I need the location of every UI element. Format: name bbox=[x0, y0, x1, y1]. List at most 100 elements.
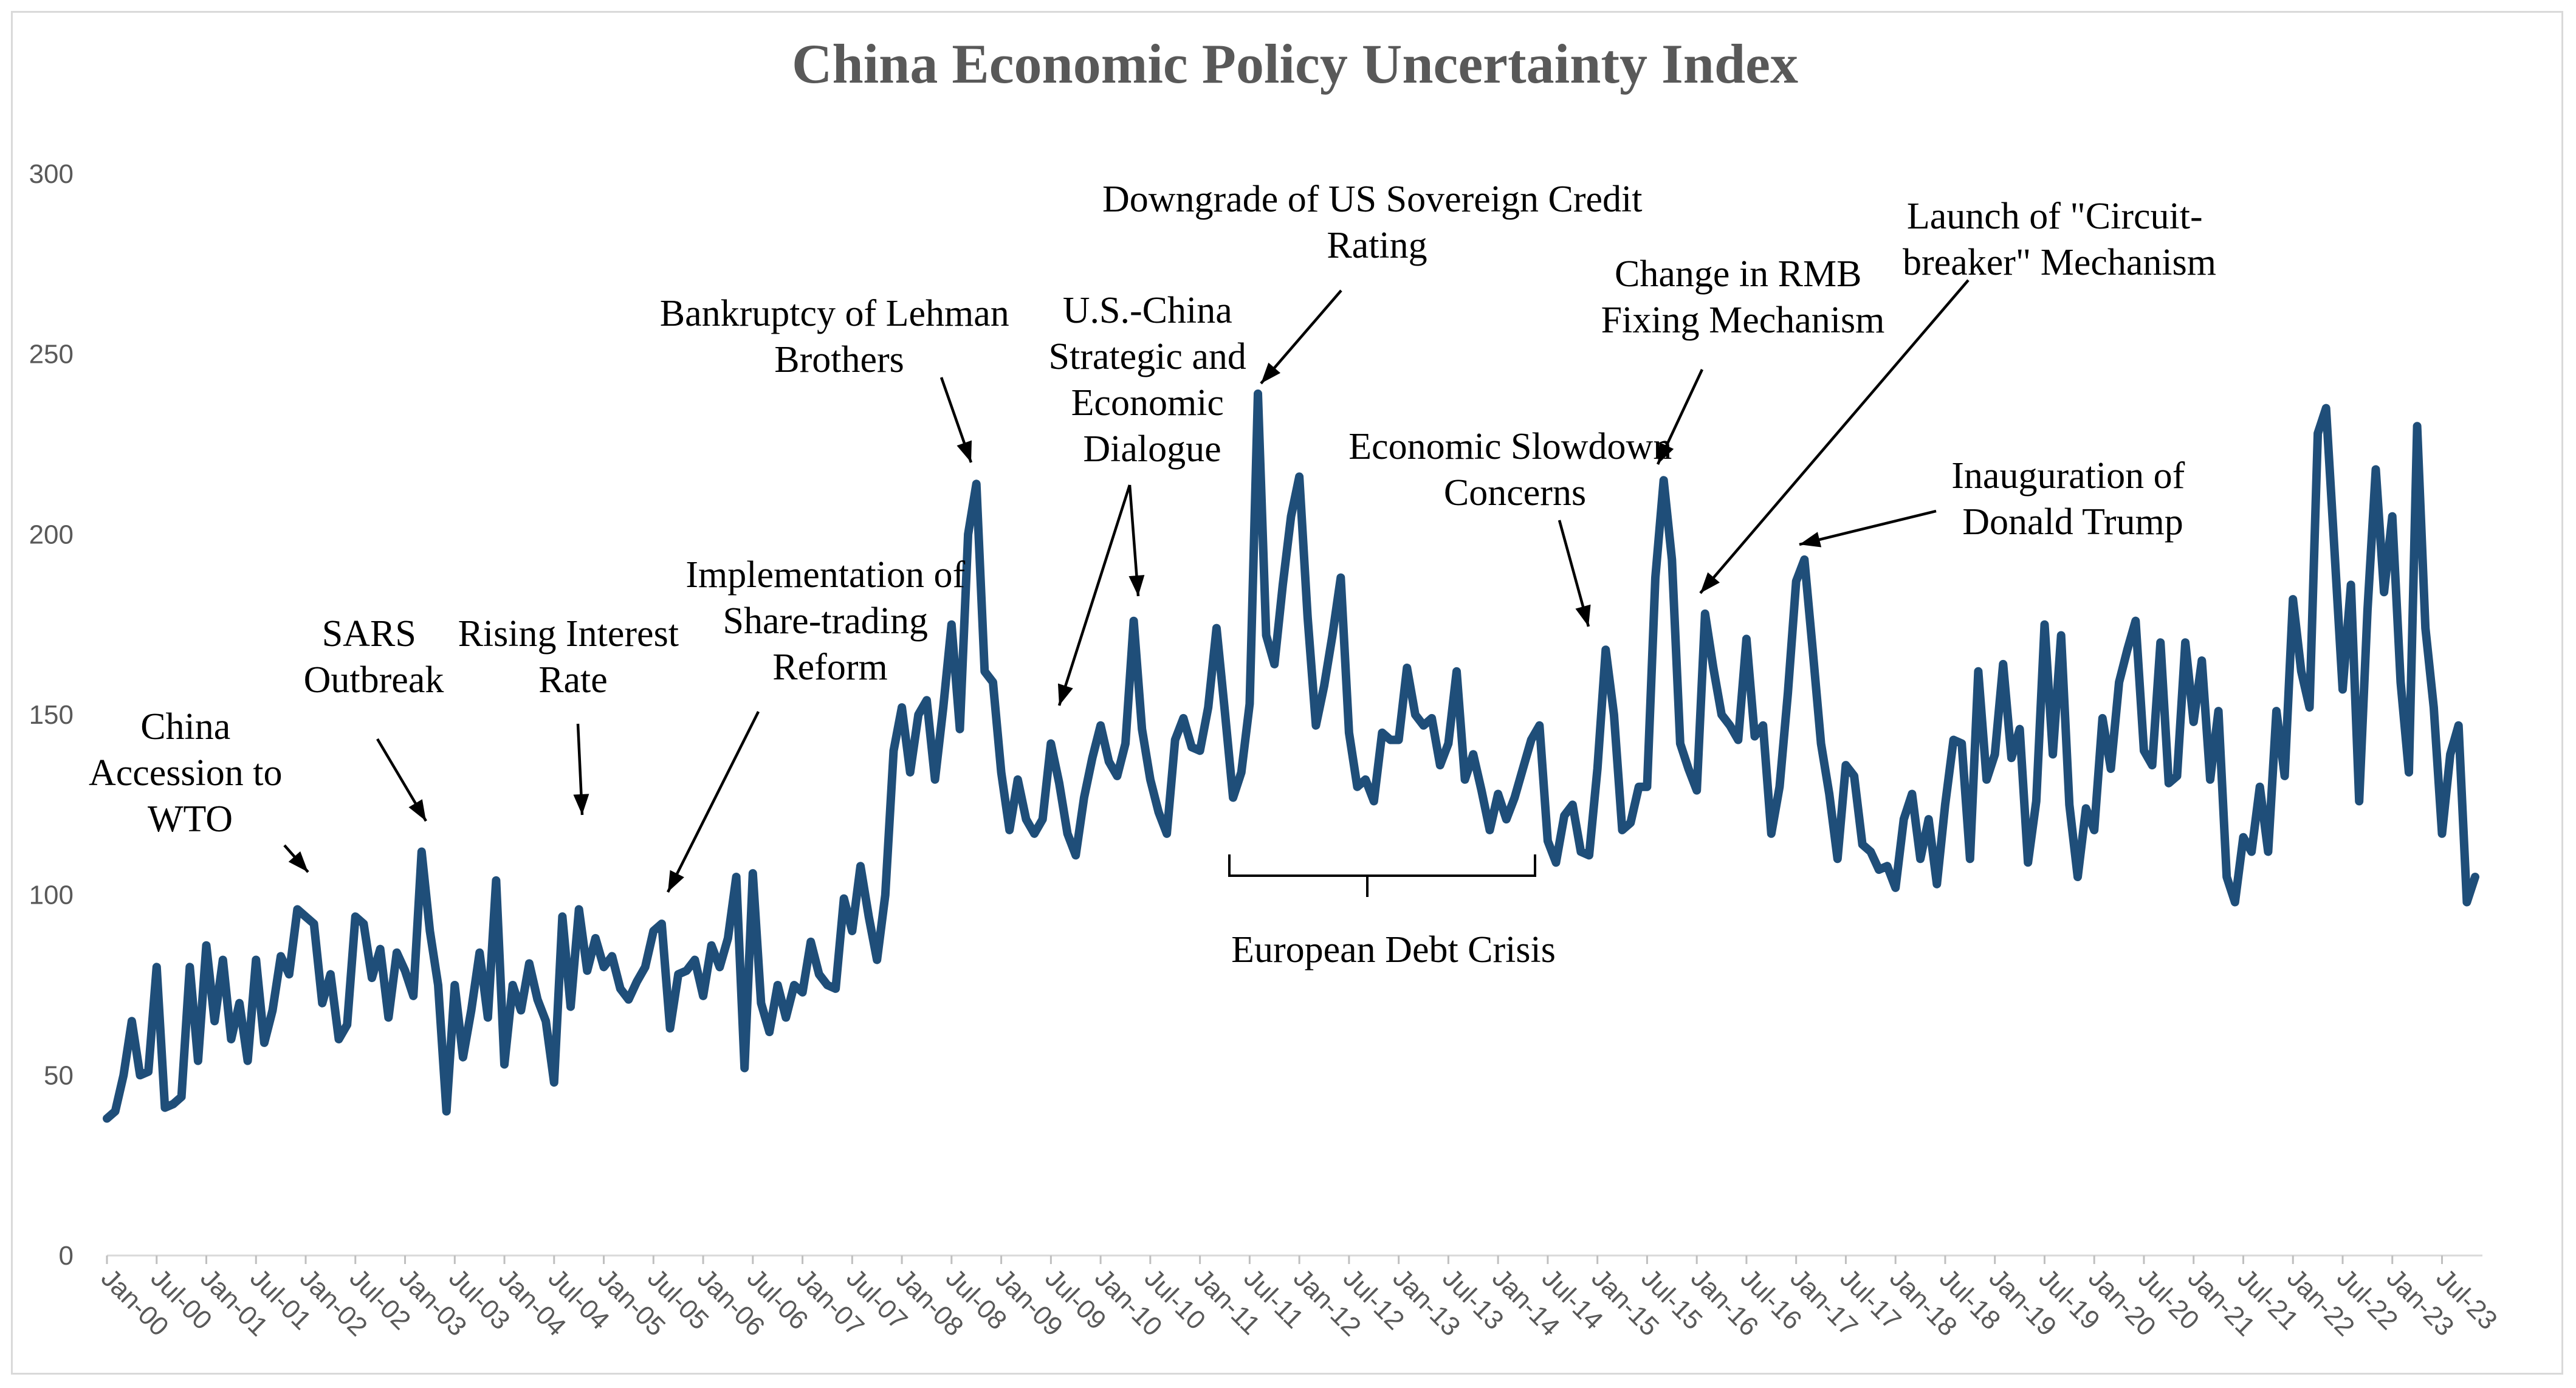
data-point bbox=[238, 1001, 241, 1005]
data-point bbox=[709, 943, 713, 947]
data-point bbox=[718, 965, 722, 969]
data-point bbox=[651, 929, 656, 933]
data-point bbox=[2258, 785, 2262, 789]
data-point bbox=[1198, 749, 1202, 753]
arrowhead bbox=[288, 851, 308, 872]
data-point bbox=[129, 1019, 134, 1023]
data-point bbox=[2225, 875, 2229, 879]
data-point bbox=[1181, 716, 1186, 720]
data-point bbox=[668, 1026, 672, 1031]
data-point bbox=[585, 969, 589, 973]
data-point bbox=[2431, 706, 2436, 710]
data-point bbox=[254, 958, 258, 962]
data-point bbox=[726, 936, 730, 940]
data-point bbox=[2125, 648, 2129, 652]
data-point bbox=[676, 972, 681, 977]
data-point bbox=[1463, 777, 1467, 782]
data-point bbox=[2465, 900, 2469, 904]
data-point bbox=[461, 1055, 465, 1059]
data-point bbox=[1869, 850, 1873, 854]
data-point bbox=[262, 1040, 266, 1045]
data-point bbox=[1479, 788, 1483, 792]
data-point bbox=[2010, 756, 2013, 760]
data-point bbox=[775, 983, 780, 987]
data-point bbox=[958, 727, 962, 731]
data-point bbox=[221, 958, 225, 962]
data-point bbox=[2216, 709, 2221, 713]
data-point bbox=[809, 940, 813, 944]
data-point bbox=[1852, 774, 1856, 778]
data-point bbox=[1960, 741, 1964, 746]
data-point bbox=[1695, 788, 1699, 792]
y-tick-label: 100 bbox=[29, 881, 74, 910]
arrowhead bbox=[408, 799, 426, 821]
data-point bbox=[171, 1102, 175, 1106]
data-point bbox=[1670, 557, 1674, 562]
data-point bbox=[891, 749, 896, 753]
data-point bbox=[444, 1109, 448, 1113]
annotations: China Accession to WTO SARS Outbreak Ris… bbox=[89, 179, 2216, 971]
data-point bbox=[188, 965, 192, 969]
data-point bbox=[2067, 803, 2072, 807]
data-point bbox=[859, 864, 862, 868]
data-point bbox=[146, 1070, 151, 1074]
data-point bbox=[179, 1094, 184, 1099]
data-point bbox=[1587, 853, 1591, 857]
data-point bbox=[834, 986, 838, 991]
data-point bbox=[2266, 850, 2270, 854]
data-point bbox=[2341, 687, 2344, 692]
data-point bbox=[1115, 774, 1119, 778]
data-point bbox=[1471, 752, 1475, 757]
data-point bbox=[2456, 723, 2461, 727]
chart-title: China Economic Policy Uncertainty Index bbox=[792, 33, 1798, 95]
data-point bbox=[1124, 741, 1127, 746]
chart-frame: China Economic Policy Uncertainty Index … bbox=[11, 11, 2563, 1375]
data-point bbox=[734, 875, 738, 879]
data-point bbox=[792, 983, 796, 987]
data-point bbox=[2357, 799, 2361, 803]
data-point bbox=[2233, 900, 2237, 904]
data-point bbox=[1057, 781, 1061, 785]
data-point bbox=[1049, 741, 1053, 746]
annotation-us-china-dialogue: U.S.-China Strategic and Economic Dialog… bbox=[1049, 290, 1256, 470]
data-point bbox=[627, 997, 631, 1001]
data-point bbox=[1289, 514, 1293, 518]
data-point bbox=[2109, 767, 2113, 771]
data-point bbox=[1446, 741, 1451, 746]
data-point bbox=[312, 922, 316, 926]
data-point bbox=[1753, 734, 1757, 738]
y-tick-label: 150 bbox=[29, 700, 74, 730]
data-point bbox=[122, 1073, 126, 1077]
data-point bbox=[1380, 730, 1384, 735]
data-point bbox=[204, 943, 208, 947]
data-point bbox=[411, 994, 416, 998]
data-point bbox=[1686, 767, 1691, 771]
arrowhead bbox=[1575, 604, 1591, 627]
data-point bbox=[1355, 785, 1359, 789]
data-point bbox=[983, 669, 987, 673]
data-point bbox=[378, 947, 382, 951]
data-point bbox=[1339, 575, 1343, 580]
data-point bbox=[403, 969, 407, 973]
data-point bbox=[867, 915, 871, 919]
data-point bbox=[1430, 716, 1434, 720]
data-point bbox=[1844, 763, 1848, 768]
data-point bbox=[817, 972, 821, 977]
data-point bbox=[2250, 850, 2254, 854]
data-point bbox=[643, 965, 647, 969]
data-point bbox=[2324, 406, 2328, 410]
data-point bbox=[2100, 716, 2104, 720]
data-point bbox=[1347, 730, 1351, 735]
data-point bbox=[1819, 741, 1823, 746]
y-tick-label: 200 bbox=[29, 520, 74, 549]
data-point bbox=[353, 915, 357, 919]
y-axis: 0 50 100 150 200 250 300 bbox=[29, 159, 74, 1271]
data-point bbox=[394, 950, 399, 955]
data-point bbox=[1777, 785, 1782, 789]
data-point bbox=[2084, 806, 2088, 811]
data-point bbox=[1629, 821, 1633, 825]
arrowhead bbox=[1799, 532, 1822, 548]
data-point bbox=[2307, 706, 2312, 710]
arrowhead bbox=[573, 794, 589, 815]
data-point bbox=[1305, 615, 1310, 619]
